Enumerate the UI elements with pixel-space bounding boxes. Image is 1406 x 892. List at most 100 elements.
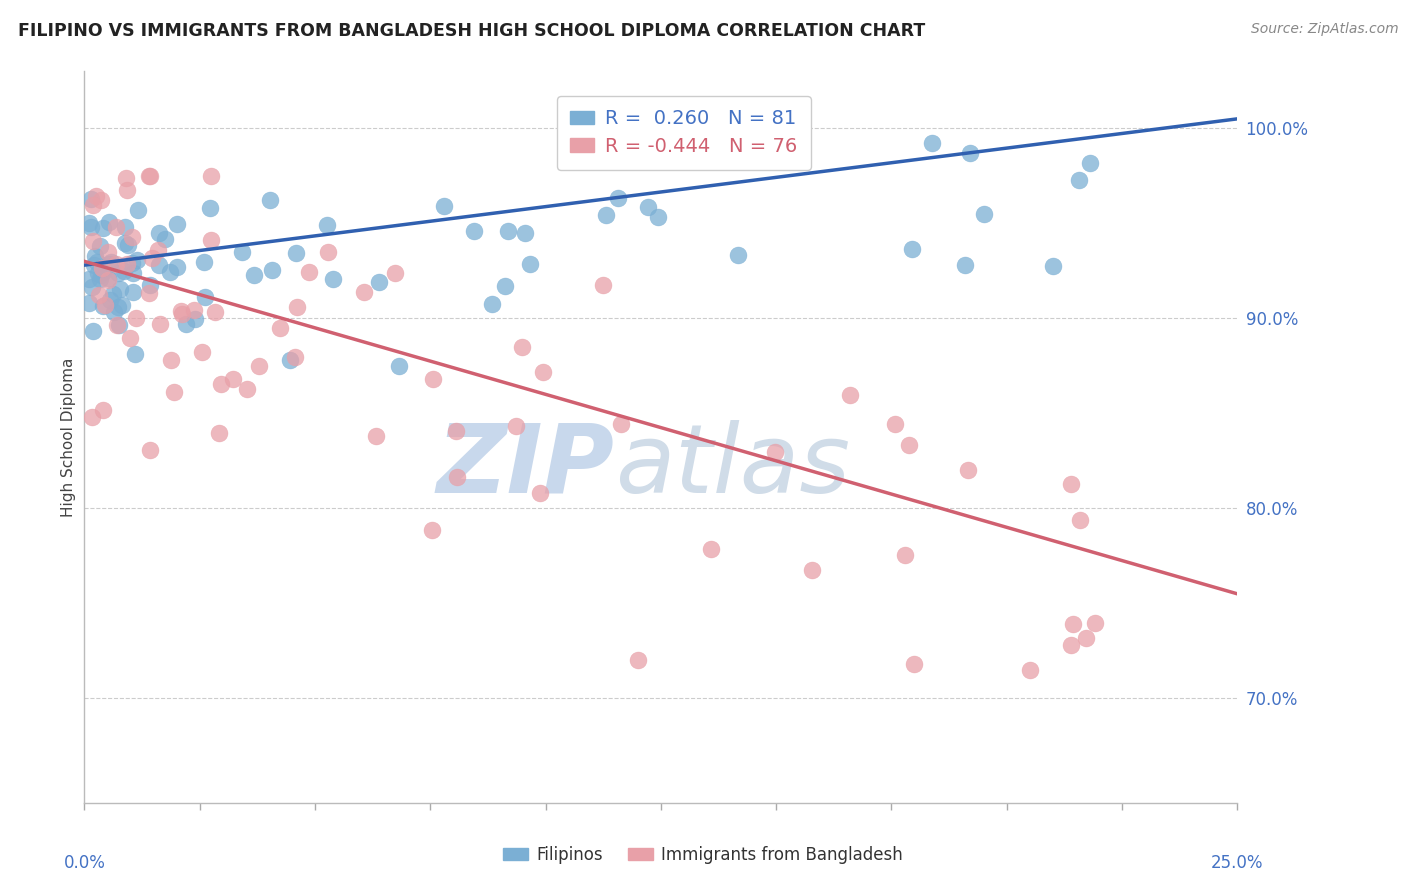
Point: [894, 548, 917, 562]
Point: [839, 388, 862, 402]
Point: [1074, 632, 1097, 646]
Point: [82, 324, 104, 338]
Point: [1069, 172, 1091, 186]
Point: [463, 224, 485, 238]
Point: [84, 189, 107, 203]
Point: [114, 171, 136, 186]
Point: [121, 230, 143, 244]
Point: [170, 304, 193, 318]
Text: ZIP: ZIP: [437, 420, 614, 513]
Point: [384, 266, 406, 280]
Point: [285, 300, 308, 314]
Point: [82, 198, 104, 212]
Point: [127, 253, 149, 268]
Point: [183, 302, 205, 317]
Point: [108, 282, 131, 296]
Point: [149, 318, 172, 332]
Point: [884, 417, 907, 432]
Point: [138, 286, 160, 301]
Point: [433, 199, 456, 213]
Point: [153, 232, 176, 246]
Point: [91, 265, 114, 279]
Point: [519, 256, 541, 270]
Point: [236, 383, 259, 397]
Point: [903, 657, 925, 672]
Point: [89, 239, 111, 253]
Point: [208, 425, 231, 440]
Point: [82, 410, 104, 425]
Point: [184, 312, 207, 326]
Point: [700, 542, 723, 557]
Point: [91, 403, 114, 417]
Point: [316, 245, 339, 260]
Point: [420, 523, 443, 537]
Point: [496, 224, 519, 238]
Point: [114, 219, 136, 234]
Point: [105, 318, 128, 332]
Point: [973, 207, 995, 221]
Point: [297, 265, 319, 279]
Point: [957, 462, 980, 476]
Point: [531, 365, 554, 379]
Point: [481, 297, 503, 311]
Point: [284, 351, 307, 365]
Text: 25.0%: 25.0%: [1211, 854, 1264, 872]
Point: [90, 260, 112, 275]
Point: [1062, 616, 1084, 631]
Point: [84, 249, 107, 263]
Text: 0.0%: 0.0%: [63, 854, 105, 872]
Point: [198, 201, 221, 215]
Point: [444, 424, 467, 438]
Point: [101, 286, 124, 301]
Point: [107, 318, 129, 333]
Point: [367, 275, 389, 289]
Point: [117, 237, 139, 252]
Point: [122, 266, 145, 280]
Point: [1059, 477, 1081, 491]
Point: [959, 145, 981, 160]
Point: [1060, 638, 1083, 652]
Point: [193, 255, 215, 269]
Point: [921, 136, 943, 151]
Point: [166, 217, 188, 231]
Point: [388, 359, 411, 373]
Point: [422, 372, 444, 386]
Point: [901, 242, 924, 256]
Point: [595, 208, 617, 222]
Point: [83, 259, 105, 273]
Point: [222, 372, 245, 386]
Point: [77, 296, 100, 310]
Point: [513, 227, 536, 241]
Point: [148, 226, 170, 240]
Point: [627, 653, 650, 667]
Point: [322, 271, 344, 285]
Point: [953, 258, 976, 272]
Point: [763, 444, 786, 458]
Point: [163, 384, 186, 399]
Point: [115, 257, 138, 271]
Text: Source: ZipAtlas.com: Source: ZipAtlas.com: [1251, 22, 1399, 37]
Point: [364, 429, 387, 443]
Legend: Filipinos, Immigrants from Bangladesh: Filipinos, Immigrants from Bangladesh: [496, 839, 910, 871]
Point: [80, 219, 103, 234]
Y-axis label: High School Diploma: High School Diploma: [60, 358, 76, 516]
Point: [316, 218, 339, 232]
Point: [90, 268, 112, 282]
Point: [89, 287, 111, 301]
Point: [90, 193, 112, 207]
Point: [159, 352, 181, 367]
Point: [148, 243, 170, 257]
Point: [141, 251, 163, 265]
Point: [194, 290, 217, 304]
Point: [97, 271, 120, 285]
Point: [898, 438, 921, 452]
Point: [138, 169, 160, 183]
Point: [353, 285, 375, 299]
Point: [120, 331, 142, 345]
Point: [647, 211, 669, 225]
Point: [1069, 513, 1091, 527]
Point: [98, 215, 121, 229]
Point: [191, 345, 214, 359]
Point: [107, 301, 129, 315]
Point: [91, 220, 114, 235]
